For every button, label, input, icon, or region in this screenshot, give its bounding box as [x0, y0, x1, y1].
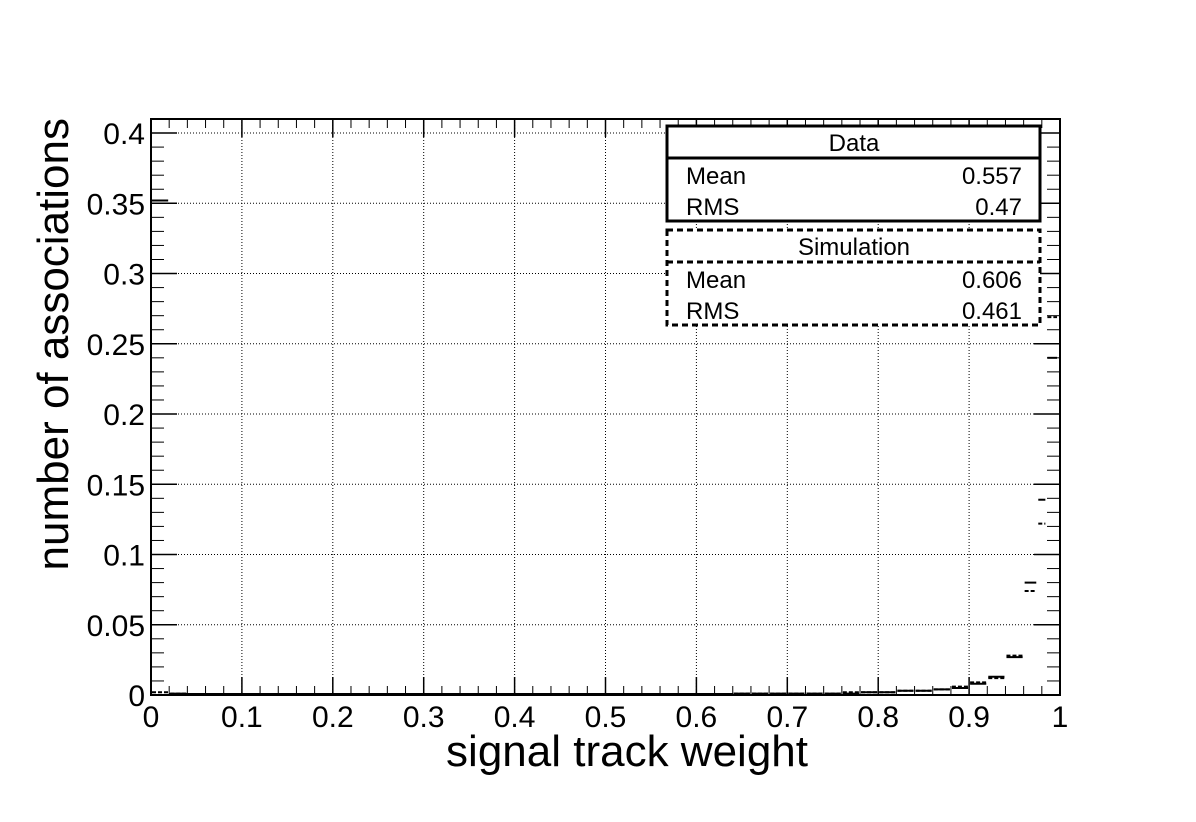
- legend-simulation-rms-label: RMS: [686, 298, 739, 325]
- y-tick-label: 0.1: [103, 540, 145, 573]
- legend-data-rms-label: RMS: [686, 194, 739, 221]
- legend-simulation-title: Simulation: [798, 234, 910, 261]
- y-tick-label: 0.3: [103, 259, 145, 292]
- x-tick-label: 0.7: [766, 701, 808, 734]
- y-tick-label: 0.15: [87, 469, 145, 502]
- legend-simulation-mean-label: Mean: [686, 267, 746, 294]
- y-tick-label: 0.05: [87, 610, 145, 643]
- y-tick-labels: 0 0.05 0.1 0.15 0.2 0.25 0.3 0.35 0.4: [87, 118, 145, 713]
- legend-simulation-frame: [665, 228, 1042, 327]
- x-tick-label: 0.8: [857, 701, 899, 734]
- y-tick-label: 0.2: [103, 399, 145, 432]
- x-tick-label: 0.2: [312, 701, 354, 734]
- x-tick-label: 0.6: [676, 701, 718, 734]
- x-tick-label: 0.1: [221, 701, 263, 734]
- x-tick-label: 0.5: [585, 701, 627, 734]
- legend-data-frame: [665, 124, 1042, 223]
- legend-data-mean-label: Mean: [686, 163, 746, 190]
- legend-simulation-box: Simulation Mean 0.606 RMS 0.461: [665, 228, 1042, 327]
- y-tick-label: 0: [128, 680, 145, 713]
- plot-frame: [150, 118, 1061, 696]
- x-tick-label: 0.4: [494, 701, 536, 734]
- y-tick-label: 0.25: [87, 329, 145, 362]
- legend-simulation-rms-value: 0.461: [962, 298, 1022, 325]
- x-tick-label: 0.3: [403, 701, 445, 734]
- x-axis-title: signal track weight: [446, 727, 808, 776]
- y-axis-title: number of associations: [29, 118, 78, 570]
- legend-data-rms-value: 0.47: [975, 194, 1022, 221]
- legend-simulation-mean-value: 0.606: [962, 267, 1022, 294]
- x-tick-label: 0: [143, 701, 160, 734]
- x-tick-label: 0.9: [948, 701, 990, 734]
- legend-data-box: Data Mean 0.557 RMS 0.47: [665, 124, 1042, 223]
- legend-data-title: Data: [829, 130, 880, 157]
- y-tick-label: 0.4: [103, 118, 145, 151]
- legend-data-mean-value: 0.557: [962, 163, 1022, 190]
- y-tick-label: 0.35: [87, 188, 145, 221]
- x-tick-labels: 0 0.1 0.2 0.3 0.4 0.5 0.6 0.7 0.8 0.9 1: [143, 701, 1069, 734]
- x-tick-label: 1: [1052, 701, 1069, 734]
